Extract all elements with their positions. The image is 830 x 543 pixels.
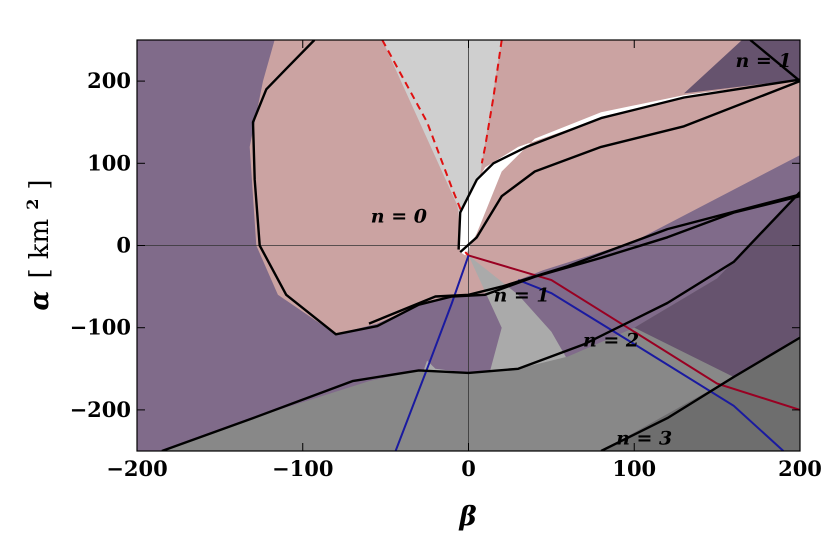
- x-tick-label: 200: [778, 456, 822, 481]
- red-solid-line: [464, 251, 470, 257]
- y-tick-label: −200: [70, 397, 131, 422]
- dark-purple-right: [634, 192, 800, 377]
- n-equals-2-label: n = 2: [583, 330, 639, 352]
- y-axis-title: α [ km 2 ]: [15, 179, 55, 310]
- y-axis-exponent: 2: [23, 199, 42, 210]
- y-tick-label: 200: [87, 68, 131, 93]
- x-tick-label: −100: [272, 456, 333, 481]
- y-tick-label: 100: [87, 150, 131, 175]
- blue-right-line: [517, 279, 785, 451]
- n1-boundary-curve: [368, 193, 800, 325]
- plot-area: [137, 40, 800, 451]
- n-equals-3-label: n = 3: [616, 427, 672, 449]
- y-axis-symbol: α: [25, 291, 55, 311]
- y-axis-bracket-close: ]: [25, 179, 55, 189]
- n0-boundary-curve: [457, 78, 800, 250]
- n-equals-0-label: n = 0: [371, 205, 427, 227]
- n0-inner-curve: [459, 40, 800, 253]
- y-axis-unit: km: [25, 219, 55, 259]
- pink-region: [249, 40, 800, 335]
- x-tick-label: 100: [612, 456, 656, 481]
- x-axis-title: β: [458, 502, 476, 532]
- y-tick-label: 0: [116, 233, 131, 258]
- n-equals-1-upper-label: n = 1: [735, 50, 791, 72]
- n-equals-1-lower-label: n = 1: [493, 284, 549, 306]
- red-descending-line: [468, 254, 800, 411]
- n2-region: [161, 192, 800, 451]
- n2-boundary-curve: [161, 191, 800, 451]
- y-tick-label: −100: [70, 315, 131, 340]
- axis-tick-labels: −200 −100 0 100 200 −200 −100 0 100 200: [70, 68, 822, 481]
- blue-left-line: [394, 255, 470, 451]
- region-annotations: n = 0 n = 1 n = 1 n = 2 n = 3: [371, 50, 792, 449]
- y-axis-bracket-open: [: [25, 268, 55, 278]
- red-dashed-right-line: [480, 40, 503, 164]
- axis-ticks: [136, 40, 801, 451]
- x-tick-label: −200: [106, 456, 167, 481]
- n3-boundary-curve: [600, 336, 800, 451]
- outer-upper-left-loop-curve: [251, 40, 800, 336]
- x-tick-label: 0: [461, 456, 476, 481]
- dark-purple-upper-right: [684, 40, 800, 94]
